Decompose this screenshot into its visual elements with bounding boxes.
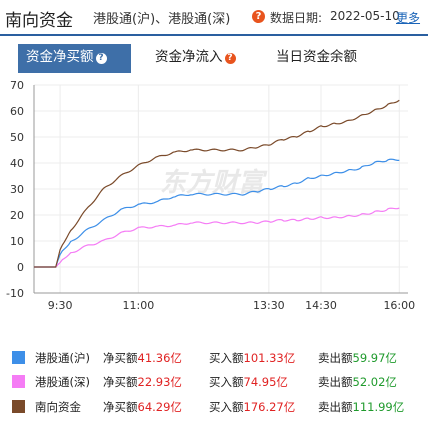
sell-label: 卖出额 xyxy=(318,375,353,389)
y-tick-label: 0 xyxy=(17,261,24,274)
active-tab-underline xyxy=(18,70,131,73)
y-tick-label: 40 xyxy=(10,157,24,170)
legend-sell: 卖出额52.02亿 xyxy=(318,374,397,390)
y-tick-label: 30 xyxy=(10,183,24,196)
tab-net-inflow-label: 资金净流入 xyxy=(155,49,223,65)
sell-label: 卖出额 xyxy=(318,400,353,414)
legend-row-sh: 港股通(沪) 净买额41.36亿 买入额101.33亿 卖出额59.97亿 xyxy=(0,346,428,370)
y-tick-label: 50 xyxy=(10,131,24,144)
y-tick-label: 60 xyxy=(10,105,24,118)
header-divider xyxy=(0,34,428,36)
legend-name: 港股通(沪) xyxy=(35,351,90,365)
net-label: 净买额 xyxy=(103,400,138,414)
x-tick-label: 14:30 xyxy=(305,299,337,312)
net-value: 41.36亿 xyxy=(137,351,182,365)
tab-net-buy[interactable]: 资金净买额? xyxy=(18,44,131,70)
tab-net-inflow[interactable]: 资金净流入? xyxy=(155,44,236,70)
tab-balance-label: 当日资金余额 xyxy=(276,49,357,65)
chart-series xyxy=(34,99,400,268)
net-label: 净买额 xyxy=(103,375,138,389)
buy-label: 买入额 xyxy=(209,375,244,389)
legend-swatch-sz xyxy=(12,375,25,388)
x-tick-label: 11:00 xyxy=(123,299,155,312)
market-scope: 港股通(沪)、港股通(深) xyxy=(93,12,231,27)
sell-value: 111.99亿 xyxy=(352,400,405,414)
buy-value: 176.27亿 xyxy=(243,400,296,414)
legend-swatch-total xyxy=(12,400,25,413)
buy-label: 买入额 xyxy=(209,351,244,365)
legend-name: 南向资金 xyxy=(35,400,81,414)
legend-buy: 买入额176.27亿 xyxy=(209,399,295,415)
legend-net: 净买额41.36亿 xyxy=(103,350,182,366)
help-icon[interactable]: ? xyxy=(224,53,236,64)
chart-axes xyxy=(33,85,408,294)
y-tick-label: -10 xyxy=(6,287,24,300)
header: 南向资金 港股通(沪)、港股通(深) ? 数据日期: 2022-05-10 更多 xyxy=(0,0,428,34)
chart-tick-labels: -10 0 10 20 30 40 50 60 70 9:30 11:00 13:30 14:30 16:… xyxy=(6,79,415,312)
y-tick-label: 70 xyxy=(10,79,24,92)
legend-row-sz: 港股通(深) 净买额22.93亿 买入额74.95亿 卖出额52.02亿 xyxy=(0,370,428,394)
x-tick-label: 16:00 xyxy=(383,299,415,312)
watermark: 东方财富 xyxy=(160,168,268,198)
legend-buy: 买入额101.33亿 xyxy=(209,350,295,366)
tab-balance[interactable]: 当日资金余额 xyxy=(276,44,357,70)
legend-row-total: 南向资金 净买额64.29亿 买入额176.27亿 卖出额111.99亿 xyxy=(0,395,428,419)
help-icon[interactable]: ? xyxy=(252,10,265,23)
legend-name: 港股通(深) xyxy=(35,375,90,389)
tab-net-buy-label: 资金净买额 xyxy=(26,49,94,65)
sell-label: 卖出额 xyxy=(318,351,353,365)
data-date: 2022-05-10 xyxy=(330,9,400,23)
chart-grid xyxy=(34,84,408,294)
series-line-0 xyxy=(34,158,400,268)
legend-net: 净买额64.29亿 xyxy=(103,399,182,415)
net-value: 22.93亿 xyxy=(137,375,182,389)
x-tick-label: 13:30 xyxy=(253,299,285,312)
legend-buy: 买入额74.95亿 xyxy=(209,374,288,390)
sell-value: 59.97亿 xyxy=(352,351,397,365)
legend-swatch-sh xyxy=(12,351,25,364)
legend-sell: 卖出额59.97亿 xyxy=(318,350,397,366)
page-title: 南向资金 xyxy=(5,11,73,31)
y-tick-label: 20 xyxy=(10,209,24,222)
net-buy-chart: 东方财富 -10 0 10 20 30 40 50 60 70 9:30 11:00 13:30 14:… xyxy=(6,79,415,312)
sell-value: 52.02亿 xyxy=(352,375,397,389)
watermark-text: 东方财富 xyxy=(160,168,268,198)
net-value: 64.29亿 xyxy=(137,400,182,414)
more-link[interactable]: 更多 xyxy=(396,11,421,25)
legend-net: 净买额22.93亿 xyxy=(103,374,182,390)
buy-label: 买入额 xyxy=(209,400,244,414)
net-label: 净买额 xyxy=(103,351,138,365)
buy-value: 74.95亿 xyxy=(243,375,288,389)
series-line-2 xyxy=(34,99,400,268)
date-label: 数据日期: xyxy=(270,11,323,25)
x-tick-label: 9:30 xyxy=(48,299,73,312)
y-tick-label: 10 xyxy=(10,235,24,248)
buy-value: 101.33亿 xyxy=(243,351,296,365)
legend-sell: 卖出额111.99亿 xyxy=(318,399,404,415)
series-line-1 xyxy=(34,207,400,268)
help-icon[interactable]: ? xyxy=(95,53,107,64)
